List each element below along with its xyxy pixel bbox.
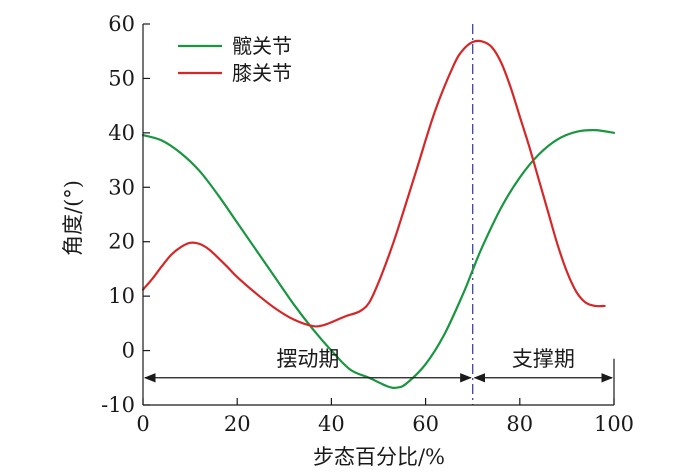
y-tick-label: 20 bbox=[108, 230, 135, 254]
x-axis-title: 步态百分比/% bbox=[313, 445, 445, 469]
y-axis-ticks: -10 0 10 20 30 40 50 60 bbox=[101, 12, 150, 417]
x-tick-label: 0 bbox=[136, 412, 149, 436]
y-tick-label: 30 bbox=[108, 175, 135, 199]
y-tick-label: -10 bbox=[101, 393, 135, 417]
swing-phase-label: 摆动期 bbox=[276, 347, 339, 371]
x-tick-label: 80 bbox=[506, 412, 533, 436]
stance-phase-label: 支撑期 bbox=[512, 347, 575, 371]
y-tick-label: 10 bbox=[108, 284, 135, 308]
y-tick-label: 0 bbox=[122, 339, 135, 363]
plot-area: 摆动期 支撑期 bbox=[141, 24, 616, 405]
x-tick-label: 60 bbox=[412, 412, 439, 436]
legend-label-knee: 膝关节 bbox=[232, 61, 292, 85]
x-tick-label: 20 bbox=[224, 412, 251, 436]
x-axis-ticks: 0 20 40 60 80 100 bbox=[136, 398, 634, 436]
legend-label-hip: 髋关节 bbox=[232, 34, 292, 58]
hip-joint-line bbox=[141, 128, 616, 390]
y-tick-label: 50 bbox=[108, 66, 135, 90]
x-tick-label: 100 bbox=[594, 412, 634, 436]
x-tick-label: 40 bbox=[318, 412, 345, 436]
y-tick-label: 60 bbox=[108, 12, 135, 36]
knee-joint-line bbox=[141, 39, 606, 328]
y-axis-title: 角度/(°) bbox=[61, 180, 85, 256]
y-tick-label: 40 bbox=[108, 121, 135, 145]
